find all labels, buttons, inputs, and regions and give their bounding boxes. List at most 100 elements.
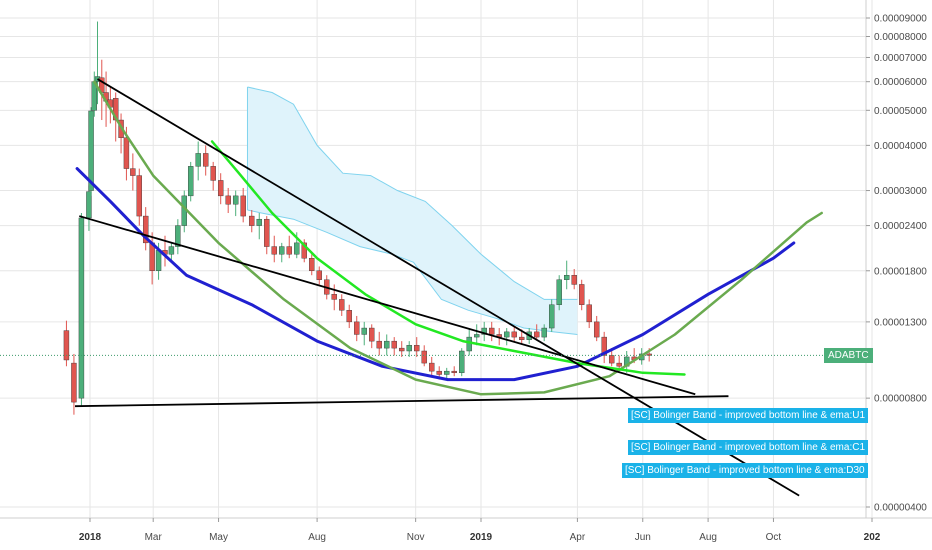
x-tick-label: Mar <box>145 532 163 543</box>
candle-body <box>202 153 209 167</box>
candle-body <box>481 327 487 335</box>
candle-body <box>195 153 201 167</box>
candle-body <box>279 246 285 255</box>
candle-body <box>421 350 427 364</box>
candle-body <box>391 340 397 349</box>
candle-body <box>563 274 570 280</box>
curve-blue <box>75 167 796 382</box>
candle-body <box>586 304 592 323</box>
x-tick-label: 202 <box>864 532 881 543</box>
trendline-descending-main <box>97 78 800 497</box>
candle-body <box>286 246 292 255</box>
x-tick-label: Jun <box>635 532 651 543</box>
candle-body <box>511 331 517 338</box>
candle-body <box>414 345 420 352</box>
candle-body <box>331 294 337 300</box>
candle-body <box>466 336 472 352</box>
candle-body <box>571 274 577 285</box>
bollinger-upper-line <box>247 86 578 300</box>
indicator-label-u1[interactable]: [SC] Bolinger Band - improved bottom lin… <box>628 408 868 423</box>
candle-body <box>210 166 216 181</box>
y-tick-label: 0.00001800 <box>874 266 927 277</box>
y-tick-label: 0.00005000 <box>874 106 927 117</box>
y-tick-label: 0.00002400 <box>874 221 927 232</box>
candle-body <box>376 340 382 349</box>
candle-body <box>136 175 142 217</box>
candle-body <box>519 336 525 340</box>
candle-body <box>271 246 277 255</box>
symbol-tag: ADABTC <box>824 348 873 364</box>
x-tick-label: Aug <box>308 532 326 543</box>
candle-body <box>155 250 162 271</box>
candle-body <box>123 137 130 169</box>
candle-body <box>534 331 540 338</box>
candle-body <box>646 353 652 356</box>
y-tick-label: 0.00006000 <box>874 77 927 88</box>
candle-body <box>175 225 181 247</box>
y-tick-label: 0.00000400 <box>874 503 927 514</box>
candle-body <box>608 355 615 364</box>
candle-body <box>78 217 85 399</box>
y-tick-label: 0.00001300 <box>874 317 927 328</box>
candle-body <box>249 215 255 226</box>
candle-body <box>474 334 480 338</box>
candle-body <box>556 279 562 305</box>
x-tick-label: Aug <box>699 532 717 543</box>
candle-body <box>384 340 390 349</box>
y-tick-label: 0.00003000 <box>874 186 927 197</box>
candle-body <box>346 310 352 323</box>
candle-body <box>578 284 585 305</box>
y-tick-label: 0.00008000 <box>874 32 927 43</box>
candle-body <box>256 218 262 226</box>
candle-body <box>301 242 307 259</box>
candle-body <box>225 195 231 205</box>
candle-body <box>616 362 622 367</box>
indicator-label-c1[interactable]: [SC] Bolinger Band - improved bottom lin… <box>628 440 868 455</box>
candle-body <box>489 327 495 335</box>
y-tick-label: 0.00007000 <box>874 53 927 64</box>
candle-body <box>593 321 600 338</box>
curve-olive <box>93 80 823 396</box>
candle-body <box>217 180 224 197</box>
candle-body <box>429 362 435 372</box>
candle-body <box>436 370 442 375</box>
trendline-descending-lower <box>79 215 696 396</box>
candle-body <box>451 370 457 374</box>
candle-body <box>294 242 300 255</box>
x-tick-label: 2018 <box>79 532 102 543</box>
x-tick-label: Oct <box>766 532 782 543</box>
candle-body <box>130 168 136 176</box>
candle-body <box>444 370 450 375</box>
bollinger-band-area <box>247 87 578 335</box>
x-tick-label: Apr <box>570 532 586 543</box>
candle-body <box>399 347 405 352</box>
candle-body <box>187 166 194 197</box>
candle-body <box>309 258 315 271</box>
candle-body <box>316 270 322 280</box>
trendline-bottom <box>74 395 729 408</box>
candle-body <box>339 299 345 311</box>
indicator-label-d30[interactable]: [SC] Bolinger Band - improved bottom lin… <box>622 463 868 478</box>
y-tick-label: 0.00000800 <box>874 394 927 405</box>
candle-body <box>71 362 77 403</box>
candle-body <box>459 350 465 374</box>
candle-body <box>406 345 412 352</box>
candle-body <box>232 195 239 205</box>
candle-body <box>541 327 547 338</box>
x-tick-label: Nov <box>407 532 425 543</box>
candle-body <box>240 195 246 217</box>
y-tick-label: 0.00004000 <box>874 141 927 152</box>
x-tick-label: May <box>209 532 228 543</box>
candle-body <box>168 246 175 255</box>
candle-body <box>549 304 555 329</box>
candle-body <box>88 110 94 191</box>
candle-body <box>354 321 360 335</box>
bollinger-lower-line <box>247 209 578 335</box>
y-tick-label: 0.00009000 <box>874 14 927 25</box>
candle-body <box>264 218 270 247</box>
candle-body <box>504 331 510 338</box>
candle-body <box>369 327 375 342</box>
candle-body <box>143 215 149 244</box>
